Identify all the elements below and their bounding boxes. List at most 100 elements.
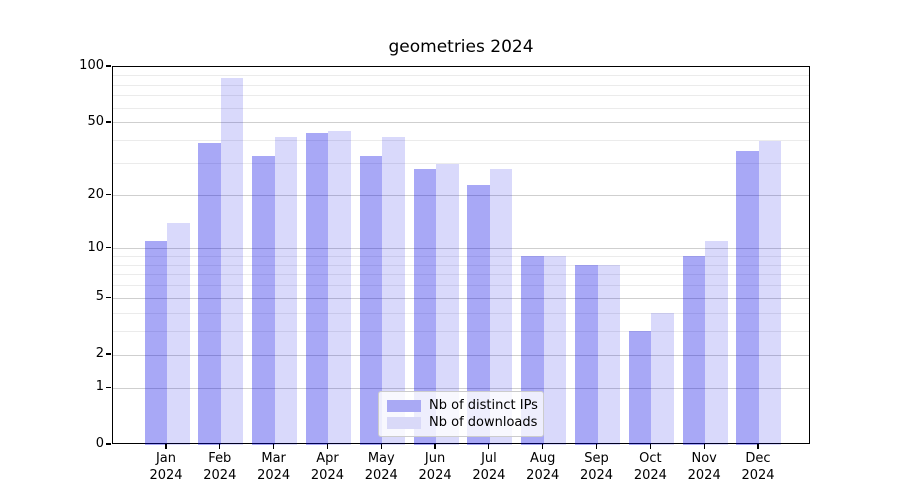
ytick-mark-100 [106,65,111,67]
bar-downloads-apr [328,131,351,445]
xtick-year: 2024 [203,468,237,483]
bar-distinct-ips-oct [628,331,652,445]
bar-downloads-jun [436,163,459,445]
ytick-label-20: 20 [87,186,104,202]
gridline-minor-90 [113,75,809,77]
xtick-label-apr: Apr 2024 [295,450,359,484]
xtick-mark-mar [273,444,275,449]
bar-downloads-jul [489,169,513,445]
bar-distinct-ips-dec [736,151,759,445]
legend-label-downloads: Nb of downloads [429,415,538,430]
xtick-label-aug: Aug 2024 [511,450,575,484]
bar-downloads-dec [758,140,782,445]
ytick-label-10: 10 [87,239,104,255]
xtick-month: Sep [584,451,609,466]
legend-swatch-downloads [387,416,421,429]
bar-distinct-ips-feb [198,142,221,445]
xtick-mark-jul [488,444,490,449]
bar-downloads-feb [220,78,244,445]
ytick-mark-50 [106,121,111,123]
ytick-mark-1 [106,386,111,388]
xtick-year: 2024 [633,468,667,483]
ytick-label-100: 100 [79,58,104,73]
bar-distinct-ips-nov [682,256,706,445]
xtick-label-may: May 2024 [349,450,413,484]
gridline-major-1 [113,387,809,389]
plot-area [112,66,810,445]
gridline-minor-4 [113,312,809,314]
legend: Nb of distinct IPs Nb of downloads [378,391,544,437]
bar-downloads-may [382,136,405,445]
gridline-major-2 [113,354,809,356]
xtick-year: 2024 [526,468,560,483]
gridline-major-5 [113,297,809,299]
xtick-mark-sep [595,444,598,449]
legend-swatch-distinct-ips [387,399,421,412]
bar-downloads-oct [651,313,674,445]
gridline-minor-30 [113,163,809,165]
gridline-minor-3 [113,330,809,332]
xtick-label-oct: Oct 2024 [618,450,682,484]
bar-downloads-nov [705,241,728,445]
xtick-mark-nov [703,444,705,449]
xtick-year: 2024 [418,468,452,483]
xtick-month: Oct [639,451,662,466]
xtick-month: Aug [530,451,556,466]
xtick-year: 2024 [310,468,344,483]
gridline-minor-7 [113,274,809,276]
bar-distinct-ips-apr [305,133,329,445]
gridline-minor-6 [113,285,809,287]
gridline-minor-80 [113,84,809,86]
xtick-month: Jul [481,451,497,466]
bar-distinct-ips-jun [413,169,437,445]
gridline-minor-70 [113,95,809,97]
xtick-mark-feb [219,444,221,449]
xtick-month: Dec [745,451,771,466]
bar-distinct-ips-may [359,156,383,445]
xtick-mark-oct [649,444,651,449]
gridline-minor-60 [113,107,809,109]
gridline-major-20 [113,195,809,197]
xtick-year: 2024 [257,468,291,483]
xtick-mark-dec [757,444,759,449]
xtick-year: 2024 [741,468,775,483]
bar-distinct-ips-mar [252,156,275,445]
xtick-month: Jun [424,451,446,466]
xtick-mark-jun [434,444,436,449]
xtick-year: 2024 [687,468,721,483]
ytick-label-2: 2 [95,346,104,362]
xtick-year: 2024 [149,468,183,483]
xtick-month: Apr [316,451,339,466]
xtick-mark-apr [326,444,329,449]
gridline-minor-8 [113,264,809,266]
xtick-month: Nov [691,451,717,466]
legend-row-distinct-ips: Nb of distinct IPs [387,397,538,414]
bar-downloads-sep [597,265,621,445]
ytick-mark-0 [106,443,111,445]
xtick-label-jul: Jul 2024 [457,450,521,484]
ytick-mark-5 [106,296,111,298]
xtick-label-sep: Sep 2024 [565,450,629,484]
bar-distinct-ips-jan [144,241,167,445]
xtick-label-jan: Jan 2024 [134,450,198,484]
xtick-year: 2024 [364,468,398,483]
bar-distinct-ips-sep [575,265,598,445]
gridline-major-10 [113,248,809,250]
ytick-label-5: 5 [95,289,104,305]
gridline-minor-9 [113,255,809,257]
gridline-minor-40 [113,140,809,142]
xtick-month: Jan [155,451,177,466]
bar-downloads-aug [543,256,567,445]
ytick-mark-2 [106,353,111,355]
xtick-label-nov: Nov 2024 [672,450,736,484]
legend-row-downloads: Nb of downloads [387,414,538,431]
bar-distinct-ips-jul [467,184,490,445]
xtick-mark-jan [165,444,167,449]
xtick-label-dec: Dec 2024 [726,450,790,484]
ytick-mark-20 [106,194,111,196]
xtick-month: Mar [261,451,286,466]
xtick-mark-aug [542,444,544,449]
xtick-label-jun: Jun 2024 [403,450,467,484]
xtick-year: 2024 [579,468,614,483]
